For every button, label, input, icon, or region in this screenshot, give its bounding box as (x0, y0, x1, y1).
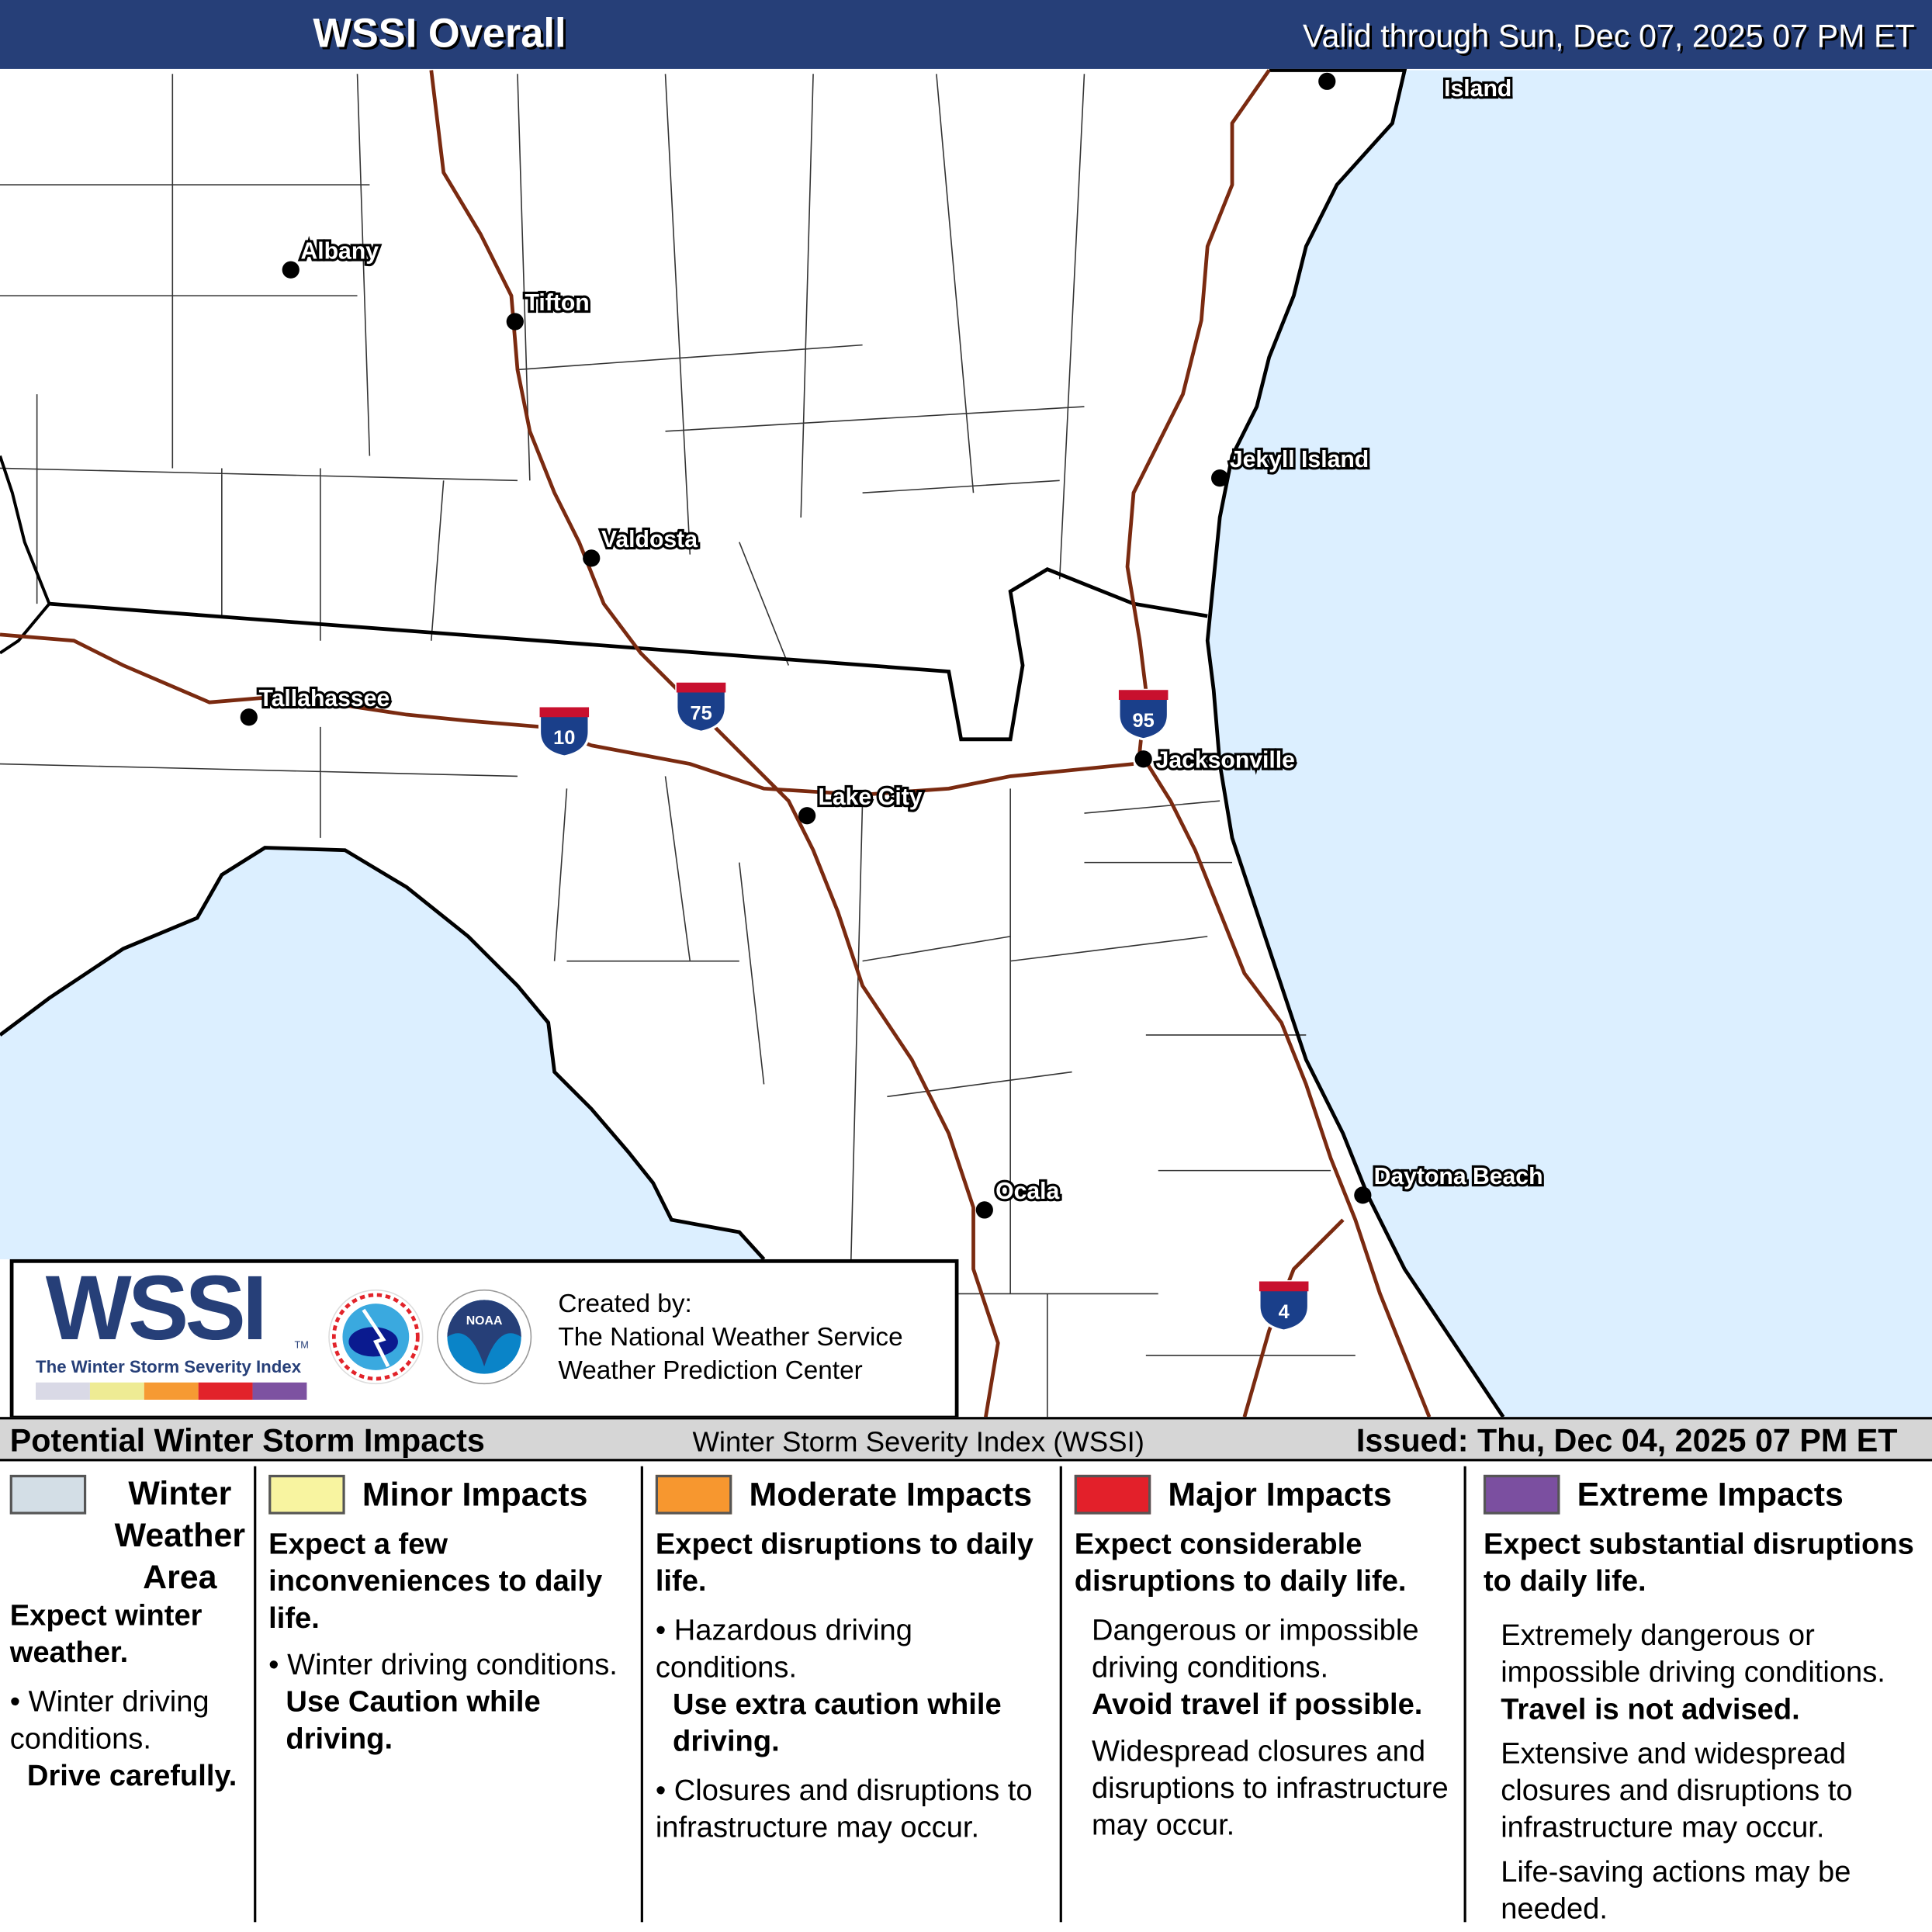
divider (1059, 1466, 1062, 1923)
nws-logo (328, 1289, 424, 1385)
shield-number: 95 (1133, 710, 1155, 732)
legend-title-bar: Potential Winter Storm Impacts Winter St… (0, 1417, 1932, 1462)
legend-line: Extremely dangerous or impossible drivin… (1501, 1619, 1885, 1690)
legend-moderate-impacts: Moderate Impacts Expect disruptions to d… (655, 1473, 1050, 1847)
legend-item-heading: Expect substantial disruptions to daily … (1483, 1528, 1914, 1598)
gulf-of-mexico (0, 847, 764, 1259)
svg-text:NOAA: NOAA (466, 1314, 503, 1328)
city-dots (240, 72, 1372, 1219)
city-label-tifton: Tifton (525, 290, 589, 316)
city-label-tallahassee: Tallahassee (258, 686, 390, 712)
trademark: TM (294, 1339, 309, 1351)
legend-line: Extensive and widespread closures and di… (1501, 1737, 1853, 1845)
legend-winter-weather-area: Winter Weather Area Expect winter weathe… (9, 1473, 254, 1795)
credits-text: Created by: The National Weather Service… (558, 1287, 902, 1387)
legend-swatch (1483, 1474, 1560, 1515)
legend-line: Avoid travel if possible. (1091, 1688, 1423, 1722)
legend-item-title: Winter Weather Area (114, 1474, 246, 1596)
valid-through: Valid through Sun, Dec 07, 2025 07 PM ET (1302, 17, 1915, 54)
state-line-west (0, 455, 51, 655)
legend-line: Dangerous or impossible driving conditio… (1091, 1614, 1419, 1684)
shield-number: 75 (690, 702, 712, 724)
wssi-logo: WSSI (45, 1256, 268, 1359)
legend-major-impacts: Major Impacts Expect considerable disrup… (1074, 1473, 1459, 1845)
noaa-logo: NOAA (436, 1289, 532, 1385)
agency-logos: NOAA (328, 1289, 532, 1385)
legend-line: • Winter driving conditions. (268, 1648, 618, 1682)
legend-item-heading: Expect a few inconveniences to daily lif… (268, 1528, 603, 1636)
color-swatch (198, 1382, 253, 1400)
city-label-albany: Albany (300, 238, 379, 264)
interstate-shield-95: 95 (1117, 688, 1170, 741)
city-label-island: Island (1444, 76, 1511, 102)
legend-line: Travel is not advised. (1501, 1692, 1800, 1726)
legend-swatch (9, 1474, 87, 1515)
legend-line: Widespread closures and disruptions to i… (1091, 1734, 1449, 1843)
legend-line: • Closures and disruptions to infrastruc… (655, 1774, 1033, 1845)
gulf-coastline (0, 846, 766, 1261)
legend-extreme-impacts: Extreme Impacts Expect substantial disru… (1483, 1473, 1927, 1929)
divider (640, 1466, 643, 1923)
map-title: WSSI Overall (313, 9, 566, 56)
shield-number: 10 (553, 727, 575, 749)
credits-box: WSSI TM The Winter Storm Severity Index … (9, 1256, 959, 1420)
wssi-subtitle: The Winter Storm Severity Index (36, 1356, 302, 1376)
county-lines (0, 74, 1356, 1418)
atlantic-ocean (1207, 70, 1932, 1418)
wssi-color-bar (36, 1382, 307, 1400)
legend-title: Potential Winter Storm Impacts (9, 1421, 485, 1459)
city-label-valdosta: Valdosta (601, 527, 698, 552)
legend-swatch (1074, 1474, 1151, 1515)
issued-time: Issued: Thu, Dec 04, 2025 07 PM ET (1356, 1421, 1898, 1459)
legend-line: • Hazardous driving conditions. (655, 1614, 912, 1684)
legend-line: • Winter driving conditions. (9, 1685, 209, 1756)
legend-swatch (268, 1474, 345, 1515)
legend-line: Use extra caution while driving. (673, 1688, 1002, 1759)
legend-line: Use Caution while driving. (286, 1685, 541, 1756)
color-swatch (36, 1382, 90, 1400)
legend-item-heading: Expect disruptions to daily life. (655, 1528, 1034, 1598)
header-bar: WSSI Overall Valid through Sun, Dec 07, … (0, 0, 1932, 69)
divider (254, 1466, 257, 1923)
legend-minor-impacts: Minor Impacts Expect a few inconvenience… (268, 1473, 638, 1758)
atlantic-coastline (1205, 68, 1505, 1418)
color-swatch (252, 1382, 307, 1400)
index-name: Winter Storm Severity Index (WSSI) (692, 1425, 1144, 1458)
map[interactable]: Albany Tifton Valdosta Tallahassee Lake … (0, 68, 1932, 1418)
legend-item-title: Major Impacts (1168, 1476, 1392, 1514)
divider (1463, 1466, 1466, 1923)
legend-item-heading: Expect winter weather. (9, 1599, 203, 1670)
shield-number: 4 (1279, 1301, 1290, 1323)
legend-item-title: Extreme Impacts (1577, 1476, 1844, 1514)
city-label-daytona-beach: Daytona Beach (1374, 1164, 1543, 1189)
org-wpc: Weather Prediction Center (558, 1356, 863, 1385)
legend-item-title: Moderate Impacts (749, 1476, 1033, 1514)
legend-item-title: Minor Impacts (362, 1476, 588, 1514)
created-by: Created by: (558, 1290, 692, 1319)
legend-swatch (655, 1474, 732, 1515)
interstate-shield-75: 75 (675, 681, 727, 733)
legend-line: Drive carefully. (26, 1759, 237, 1793)
city-label-jacksonville: Jacksonville (1156, 747, 1295, 773)
city-label-jekyll-island: Jekyll Island (1230, 447, 1369, 473)
i95-route (1125, 69, 1432, 1418)
color-swatch (144, 1382, 199, 1400)
legend-item-heading: Expect considerable disruptions to daily… (1074, 1528, 1407, 1598)
color-swatch (89, 1382, 144, 1400)
city-label-lake-city: Lake City (818, 784, 922, 810)
legend-line: Life-saving actions may be needed. (1501, 1855, 1851, 1927)
interstate-shield-10: 10 (538, 705, 590, 758)
interstate-shield-4: 4 (1258, 1279, 1311, 1332)
city-label-ocala: Ocala (995, 1179, 1059, 1204)
georgia-florida-border (49, 567, 1208, 742)
org-nws: The National Weather Service (558, 1323, 903, 1352)
